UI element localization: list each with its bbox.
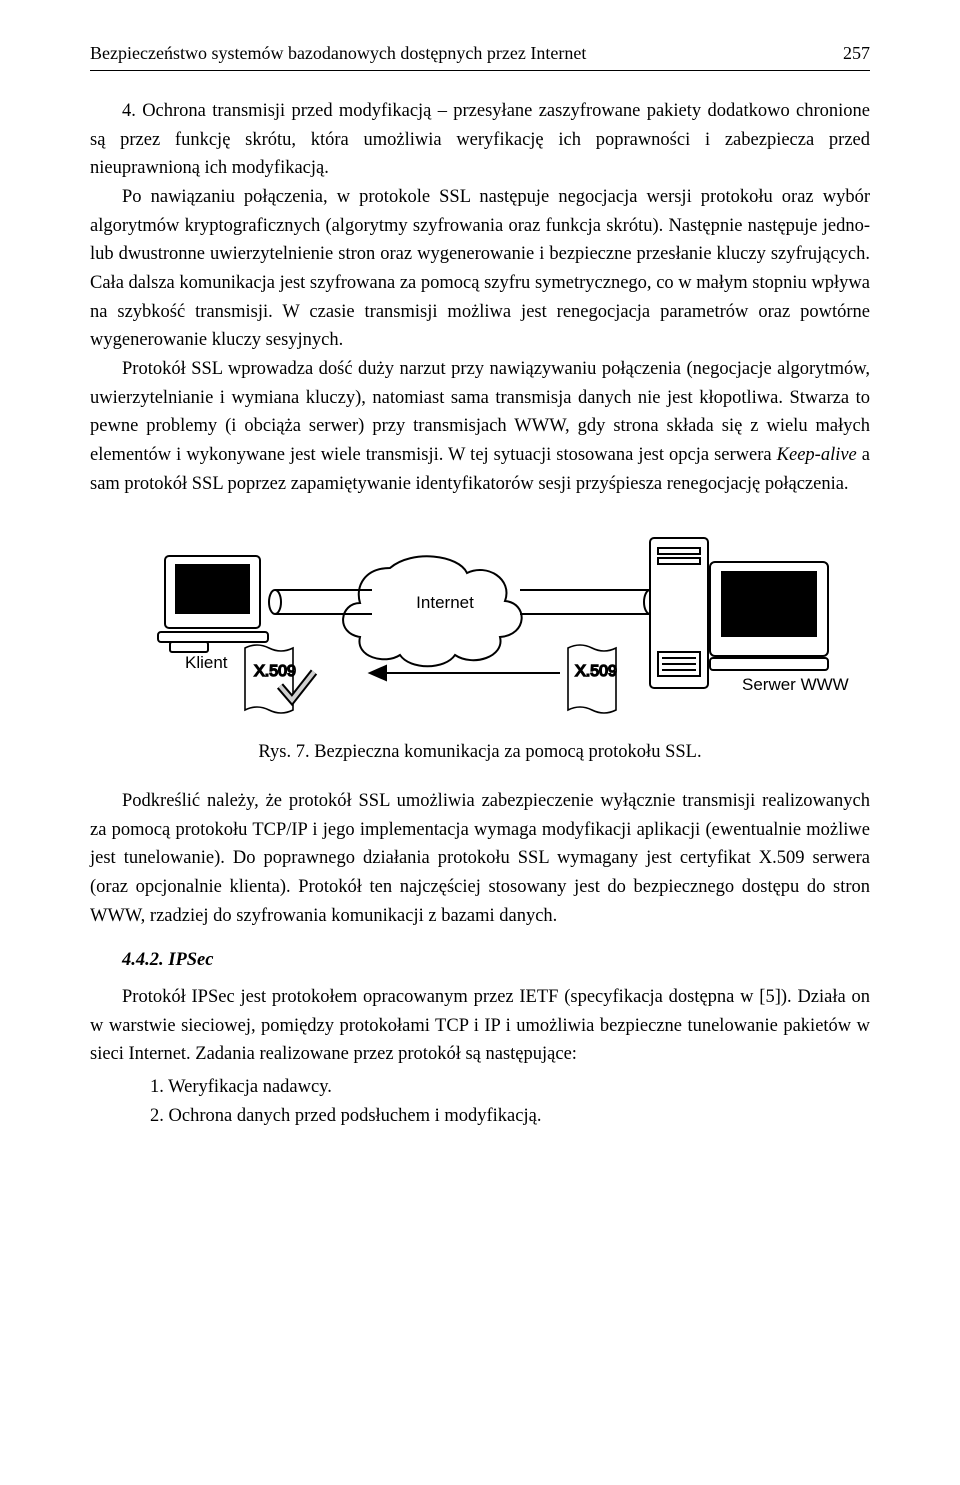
tube-right-icon <box>520 590 656 614</box>
paragraph-ssl-tcpip: Podkreślić należy, że protokół SSL umożl… <box>90 787 870 930</box>
page-number: 257 <box>843 40 870 68</box>
figure-ssl-diagram: Internet Klient X.509 <box>90 508 870 728</box>
paragraph-ssl-handshake: Po nawiązaniu połączenia, w protokole SS… <box>90 183 870 355</box>
arrow-left-icon <box>370 666 560 680</box>
running-title: Bezpieczeństwo systemów bazodanowych dos… <box>90 40 586 68</box>
certificate-right-icon: X.509 <box>568 645 617 713</box>
cert-right-label: X.509 <box>575 663 617 680</box>
cert-left-label: X.509 <box>254 663 296 680</box>
p3-part-a: Protokół SSL wprowadza dość duży narzut … <box>90 359 870 465</box>
paragraph-item-4: 4. Ochrona transmisji przed modyfikacją … <box>90 97 870 183</box>
ipsec-task-list: 1. Weryfikacja nadawcy. 2. Ochrona danyc… <box>150 1073 870 1130</box>
paragraph-ipsec-intro: Protokół IPSec jest protokołem opracowan… <box>90 983 870 1069</box>
subsection-number: 4.4.2. <box>122 950 164 970</box>
cloud-internet-icon: Internet <box>343 557 522 667</box>
list-item-2: 2. Ochrona danych przed podsłuchem i mod… <box>150 1102 870 1131</box>
server-label: Serwer WWW <box>742 675 849 694</box>
client-computer-icon <box>158 556 268 652</box>
klient-label: Klient <box>185 653 228 672</box>
paragraph-ssl-overhead: Protokół SSL wprowadza dość duży narzut … <box>90 355 870 498</box>
running-header: Bezpieczeństwo systemów bazodanowych dos… <box>90 40 870 71</box>
list-item-1: 1. Weryfikacja nadawcy. <box>150 1073 870 1102</box>
server-tower-icon <box>650 538 708 688</box>
server-monitor-icon <box>710 562 828 670</box>
certificate-left-icon: X.509 <box>245 645 314 713</box>
internet-label: Internet <box>416 593 474 612</box>
subsection-heading-ipsec: 4.4.2. IPSec <box>122 946 870 975</box>
figure-caption: Rys. 7. Bezpieczna komunikacja za pomocą… <box>90 738 870 767</box>
subsection-title: IPSec <box>168 950 213 970</box>
keep-alive-italic: Keep-alive <box>777 445 857 465</box>
